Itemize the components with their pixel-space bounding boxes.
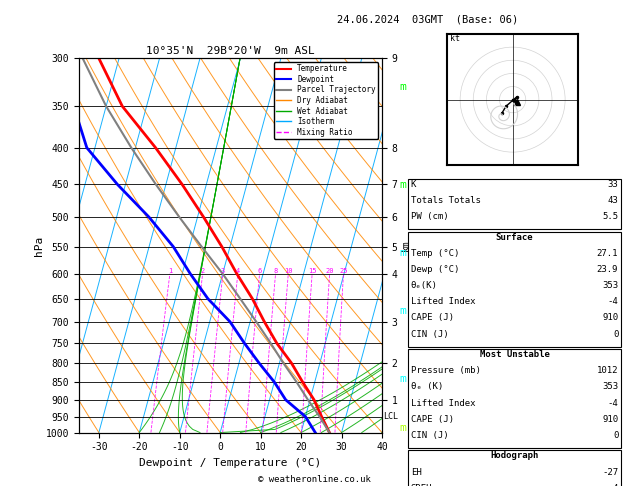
Text: 1: 1 (168, 268, 172, 274)
Text: 27.1: 27.1 (597, 249, 618, 259)
Text: Surface: Surface (496, 233, 533, 243)
Text: 5.5: 5.5 (602, 212, 618, 222)
Text: 4: 4 (613, 484, 618, 486)
Text: CAPE (J): CAPE (J) (411, 313, 454, 323)
Text: 33: 33 (608, 180, 618, 190)
Text: CIN (J): CIN (J) (411, 431, 448, 440)
Text: θₑ (K): θₑ (K) (411, 382, 443, 392)
Text: 6: 6 (257, 268, 262, 274)
Text: 0: 0 (613, 330, 618, 339)
Text: PW (cm): PW (cm) (411, 212, 448, 222)
Text: SREH: SREH (411, 484, 432, 486)
Text: m: m (399, 374, 406, 384)
Text: 3: 3 (221, 268, 225, 274)
Text: 43: 43 (608, 196, 618, 206)
Text: 353: 353 (602, 281, 618, 291)
Text: kt: kt (450, 34, 460, 43)
Text: K: K (411, 180, 416, 190)
Text: m: m (399, 180, 406, 190)
Text: 910: 910 (602, 415, 618, 424)
X-axis label: Dewpoint / Temperature (°C): Dewpoint / Temperature (°C) (139, 458, 321, 468)
Text: 25: 25 (339, 268, 348, 274)
Text: 2: 2 (201, 268, 204, 274)
Text: Dewp (°C): Dewp (°C) (411, 265, 459, 275)
Legend: Temperature, Dewpoint, Parcel Trajectory, Dry Adiabat, Wet Adiabat, Isotherm, Mi: Temperature, Dewpoint, Parcel Trajectory… (274, 62, 378, 139)
Text: © weatheronline.co.uk: © weatheronline.co.uk (258, 474, 371, 484)
Text: 910: 910 (602, 313, 618, 323)
Text: m: m (399, 248, 406, 258)
Text: 23.9: 23.9 (597, 265, 618, 275)
Text: CAPE (J): CAPE (J) (411, 415, 454, 424)
Text: Totals Totals: Totals Totals (411, 196, 481, 206)
Text: m: m (399, 423, 406, 433)
Text: Hodograph: Hodograph (491, 451, 538, 461)
Text: Most Unstable: Most Unstable (479, 350, 550, 360)
Title: 10°35'N  29B°20'W  9m ASL: 10°35'N 29B°20'W 9m ASL (146, 46, 314, 56)
Text: Lifted Index: Lifted Index (411, 297, 476, 307)
Y-axis label: hPa: hPa (34, 235, 44, 256)
Text: EH: EH (411, 468, 421, 477)
Text: 20: 20 (325, 268, 334, 274)
Text: CIN (J): CIN (J) (411, 330, 448, 339)
Text: 24.06.2024  03GMT  (Base: 06): 24.06.2024 03GMT (Base: 06) (337, 15, 518, 25)
Text: 10: 10 (284, 268, 292, 274)
Text: 0: 0 (613, 431, 618, 440)
Text: m: m (399, 83, 406, 92)
Text: Lifted Index: Lifted Index (411, 399, 476, 408)
Text: 1012: 1012 (597, 366, 618, 376)
Text: -4: -4 (608, 399, 618, 408)
Text: 8: 8 (274, 268, 277, 274)
Text: θₑ(K): θₑ(K) (411, 281, 438, 291)
Text: 15: 15 (308, 268, 316, 274)
Text: Temp (°C): Temp (°C) (411, 249, 459, 259)
Text: 4: 4 (236, 268, 240, 274)
Text: LCL: LCL (383, 412, 398, 421)
Text: -27: -27 (602, 468, 618, 477)
Text: m: m (399, 306, 406, 316)
Text: 353: 353 (602, 382, 618, 392)
Y-axis label: km
ASL: km ASL (401, 237, 422, 254)
Text: -4: -4 (608, 297, 618, 307)
Text: Pressure (mb): Pressure (mb) (411, 366, 481, 376)
